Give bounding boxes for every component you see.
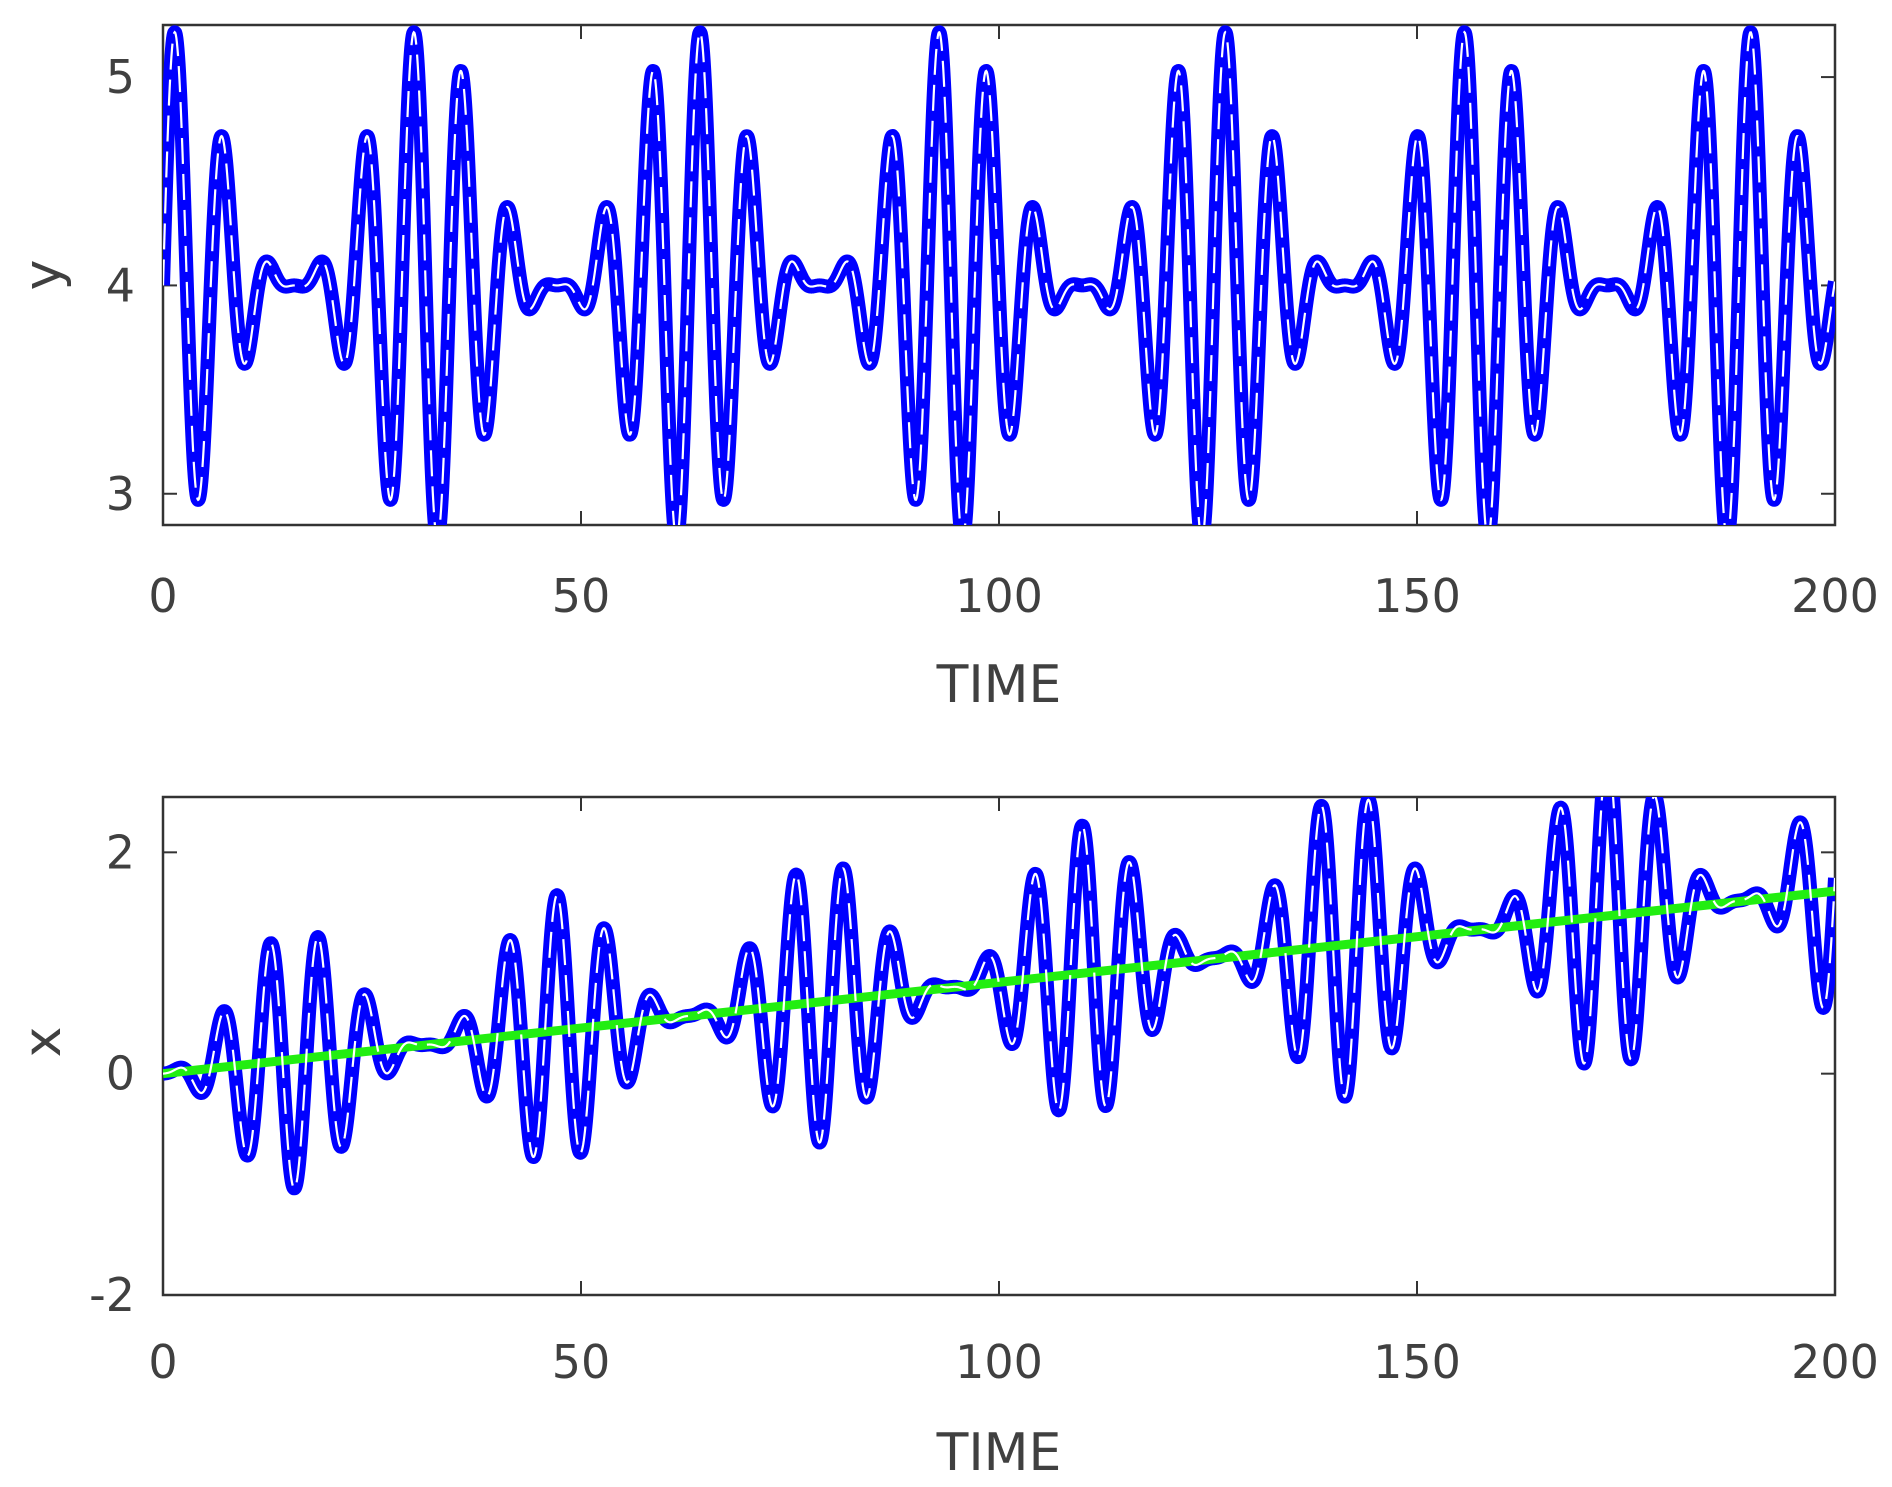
y-axis-label-top: y — [13, 260, 73, 291]
series-bottom — [163, 797, 1835, 1196]
x-tick-label: 50 — [552, 1335, 611, 1389]
series-line-blue — [163, 797, 1835, 1196]
series-clip — [163, 25, 1835, 525]
x-tick-label: 100 — [955, 569, 1043, 623]
ticks-bottom — [162, 797, 1836, 1296]
x-tick-label: 150 — [1373, 569, 1461, 623]
y-tick-label: 0 — [106, 1047, 135, 1101]
x-tick-label: 150 — [1373, 1335, 1461, 1389]
y-tick-label: 5 — [106, 50, 135, 104]
x-tick-label: 0 — [148, 569, 177, 623]
x-axis-label-bottom: TIME — [936, 1423, 1062, 1483]
series-line-white-dashed — [163, 797, 1835, 1190]
y-vs-time-panel: 0 50 100 150 200 3 4 5 TIME y — [13, 23, 1879, 715]
y-tick-label: 3 — [106, 467, 135, 521]
x-tick-label: 100 — [955, 1335, 1043, 1389]
y-axis-label-bottom: x — [13, 1027, 73, 1058]
x-tick-label: 200 — [1791, 1335, 1879, 1389]
y-tick-label: 4 — [106, 258, 135, 312]
y-tick-label: -2 — [89, 1268, 135, 1322]
x-vs-time-panel: 0 50 100 150 200-202 TIME x — [13, 795, 1879, 1483]
x-tick-label: 50 — [552, 569, 611, 623]
x-axis-label-top: TIME — [936, 655, 1062, 715]
y-tick-label: 2 — [106, 825, 135, 879]
tick-labels-top: 0 50 100 150 200 3 4 5 — [106, 50, 1879, 623]
tick-labels-bottom: 0 50 100 150 200-202 — [89, 825, 1879, 1389]
trend-line-green — [163, 886, 1835, 1079]
x-tick-label: 0 — [148, 1335, 177, 1389]
series-line-white-dashed — [163, 30, 1835, 525]
x-tick-label: 200 — [1791, 569, 1879, 623]
series-clip — [163, 797, 1835, 1196]
series-top — [163, 25, 1835, 525]
